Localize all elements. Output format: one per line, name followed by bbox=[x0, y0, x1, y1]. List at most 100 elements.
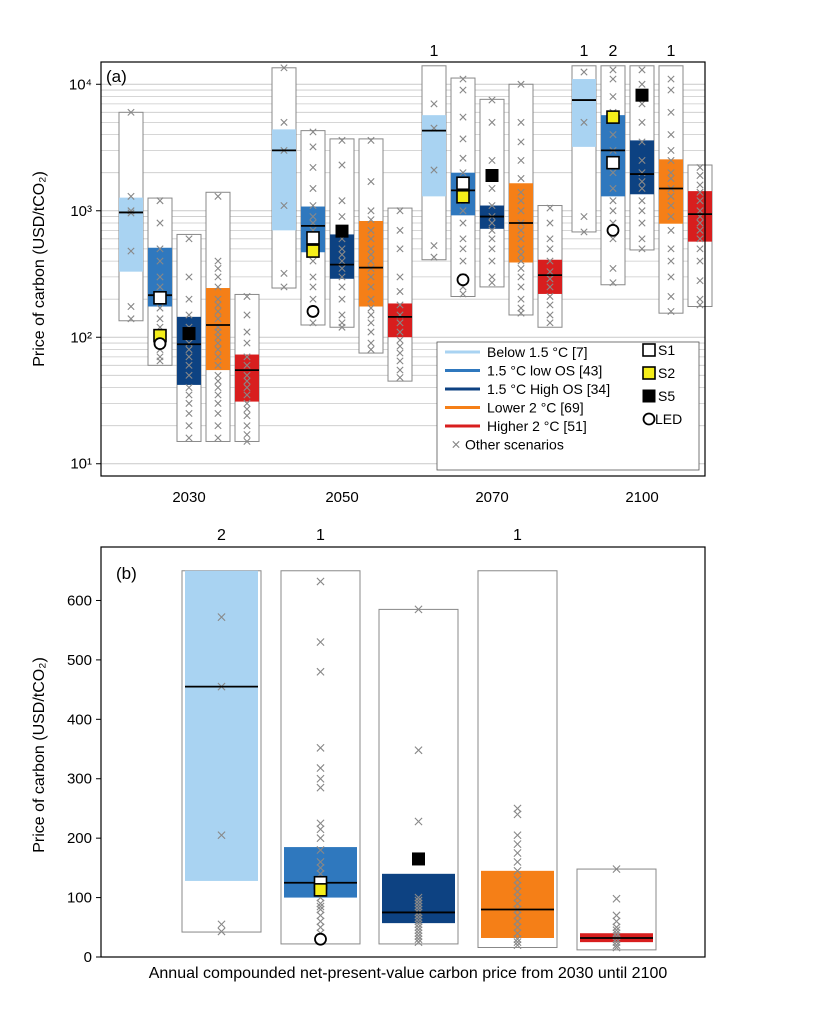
scenario-point bbox=[513, 875, 522, 884]
scenario-point bbox=[309, 283, 317, 291]
iqr-box bbox=[206, 288, 230, 371]
scenario-point bbox=[367, 251, 375, 259]
scenario-point bbox=[338, 273, 346, 281]
scenario-point bbox=[243, 431, 251, 439]
iqr-box bbox=[422, 115, 446, 197]
scenario-point bbox=[396, 357, 404, 365]
scenario-point bbox=[638, 207, 646, 215]
legend-entry: Higher 2 °C [51] bbox=[487, 418, 587, 434]
panel-b-outlier-counts: 2 1 1 bbox=[217, 527, 522, 544]
box-2050-3 bbox=[358, 136, 384, 354]
box-b-3 bbox=[477, 570, 558, 950]
scenario-point bbox=[243, 311, 251, 319]
scenario-point bbox=[696, 188, 704, 196]
legend-marker-label: S1 bbox=[658, 342, 675, 358]
scenario-point bbox=[459, 75, 467, 83]
scenario-point bbox=[459, 135, 467, 143]
range-box bbox=[479, 98, 505, 288]
scenario-point bbox=[127, 315, 135, 323]
marker-s5 bbox=[182, 327, 196, 341]
box-2030-4 bbox=[234, 292, 260, 446]
scenario-point bbox=[156, 257, 164, 265]
legend-marker-s2 bbox=[642, 366, 656, 380]
scenario-point bbox=[488, 279, 496, 287]
scenario-point bbox=[414, 899, 423, 908]
panel-b-y-tick-label: 500 bbox=[67, 652, 92, 669]
legend-marker-s1 bbox=[642, 343, 656, 357]
scenario-point bbox=[459, 113, 467, 121]
scenario-point bbox=[667, 226, 675, 234]
box-2050-0 bbox=[271, 64, 297, 291]
scenario-point bbox=[459, 257, 467, 265]
scenario-point bbox=[243, 353, 251, 361]
scenario-point bbox=[127, 247, 135, 255]
scenario-point bbox=[316, 911, 325, 920]
panel-a-frame bbox=[100, 61, 706, 477]
panel-a-x-ticks: 2030 2050 2070 2100 bbox=[172, 489, 658, 506]
iqr-box bbox=[359, 220, 383, 307]
scenario-point bbox=[214, 434, 222, 442]
scenario-point bbox=[414, 926, 423, 935]
scenario-point bbox=[214, 264, 222, 273]
outlier-count: 1 bbox=[667, 43, 676, 60]
scenario-point bbox=[517, 80, 525, 88]
scenario-point bbox=[185, 399, 193, 407]
panel-a: (a) Price of carbon (USD/tCO₂) 10¹ 10² 10³… bbox=[31, 43, 713, 506]
scenario-point bbox=[546, 257, 554, 265]
scenario-point bbox=[696, 181, 704, 189]
scenario-point bbox=[667, 201, 675, 210]
scenario-point bbox=[214, 273, 222, 281]
scenario-point bbox=[609, 169, 617, 177]
scenario-point bbox=[185, 295, 193, 303]
box-b-4 bbox=[576, 865, 657, 952]
scenario-point bbox=[667, 86, 675, 94]
scenario-point bbox=[214, 377, 222, 385]
scenario-point bbox=[609, 184, 617, 193]
scenario-point bbox=[396, 366, 404, 374]
box-2030-3 bbox=[205, 191, 231, 442]
scenario-point bbox=[316, 846, 325, 855]
scenario-point bbox=[156, 245, 164, 253]
legend-marker-led bbox=[642, 412, 656, 426]
scenario-point bbox=[185, 434, 193, 442]
scenario-point bbox=[185, 383, 193, 392]
scenario-point bbox=[367, 257, 375, 265]
scenario-point bbox=[696, 226, 704, 234]
scenario-point bbox=[430, 253, 438, 261]
scenario-point bbox=[513, 810, 522, 819]
scenario-point bbox=[214, 422, 222, 430]
scenario-point bbox=[612, 865, 621, 874]
scenario-point bbox=[612, 894, 621, 903]
scenario-point bbox=[517, 226, 525, 234]
marker-led bbox=[306, 305, 320, 318]
scenario-point bbox=[638, 156, 646, 165]
scenario-point bbox=[546, 283, 554, 291]
scenario-point bbox=[513, 887, 522, 896]
box-2100-1 bbox=[600, 65, 626, 287]
scenario-point bbox=[243, 422, 251, 430]
scenario-point bbox=[243, 377, 251, 385]
scenario-point bbox=[414, 935, 423, 944]
scenario-point bbox=[546, 275, 554, 283]
marker-led bbox=[153, 337, 167, 351]
panel-b: (b) Price of carbon (USD/tCO₂) 0 100 200 30… bbox=[31, 527, 706, 982]
scenario-point bbox=[488, 226, 496, 234]
scenario-point bbox=[338, 161, 346, 169]
scenario-point bbox=[316, 577, 325, 586]
scenario-point bbox=[513, 917, 522, 926]
iqr-box bbox=[572, 79, 596, 147]
scenario-point bbox=[667, 131, 675, 139]
marker-s1 bbox=[153, 291, 167, 305]
scenario-point bbox=[367, 245, 375, 253]
scenario-point bbox=[214, 361, 222, 369]
scenario-point bbox=[430, 242, 438, 250]
panel-b-y-tick-label: 600 bbox=[67, 592, 92, 609]
panel-b-label: (b) bbox=[116, 564, 137, 583]
scenario-point bbox=[667, 257, 675, 265]
scenario-point bbox=[214, 391, 222, 399]
scenario-point bbox=[214, 333, 222, 341]
legend-marker-label: S5 bbox=[658, 388, 675, 404]
scenario-point bbox=[396, 273, 404, 281]
marker-s2 bbox=[456, 189, 470, 204]
scenario-point bbox=[214, 409, 222, 417]
